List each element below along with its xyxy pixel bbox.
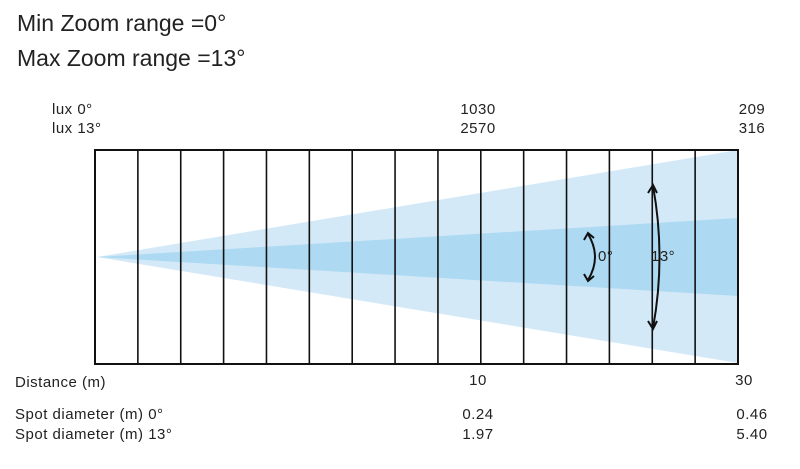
- spot-label: Spot diameter (m) 0°: [15, 406, 164, 423]
- inner-arc: [587, 233, 596, 281]
- frame: [94, 149, 739, 365]
- lux-value: 209: [739, 101, 766, 118]
- max-zoom: Max Zoom range =13°: [17, 45, 245, 71]
- min-zoom: Min Zoom range =0°: [17, 10, 226, 36]
- inner-angle-label: 0°: [598, 248, 613, 265]
- arrow-head: [583, 231, 595, 241]
- spot-value: 1.97: [462, 426, 493, 443]
- outer-angle-label: 13°: [651, 248, 675, 265]
- angle-arrows: [583, 182, 661, 332]
- spot-label: Spot diameter (m) 13°: [15, 426, 172, 443]
- lux-value: 1030: [460, 101, 495, 118]
- arrow-head: [647, 182, 658, 194]
- lux-label: lux 13°: [52, 120, 102, 137]
- distance-value: 10: [469, 372, 487, 389]
- lux-value: 316: [739, 120, 766, 137]
- distance-label: Distance (m): [15, 374, 106, 391]
- lux-label: lux 0°: [52, 101, 93, 118]
- spot-value: 0.46: [736, 406, 767, 423]
- inner-beam: [97, 218, 738, 296]
- arrow-head: [583, 273, 595, 283]
- distance-value: 30: [735, 372, 753, 389]
- beam-box: [97, 150, 738, 364]
- spot-value: 0.24: [462, 406, 493, 423]
- outer-arc: [652, 185, 661, 329]
- spot-value: 5.40: [736, 426, 767, 443]
- lux-value: 2570: [460, 120, 495, 137]
- arrow-head: [647, 320, 658, 332]
